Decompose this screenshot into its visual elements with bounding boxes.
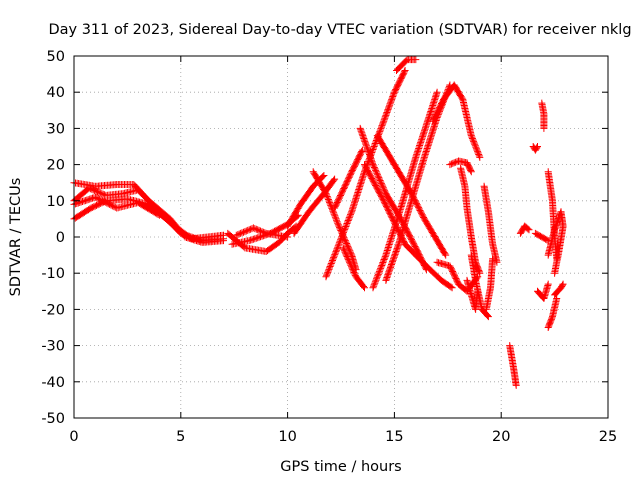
x-tick-label: 25 — [599, 429, 617, 445]
series-track-25 — [467, 251, 492, 321]
y-tick-label: 10 — [47, 194, 65, 210]
data-marker-track — [482, 255, 497, 313]
series-track-10 — [309, 168, 360, 274]
series-track-31 — [531, 229, 552, 245]
series-track-32 — [534, 280, 552, 302]
series-track-36 — [544, 208, 567, 277]
data-marker-track — [309, 168, 360, 274]
series-track-33 — [538, 99, 548, 132]
series-track-27 — [482, 255, 497, 313]
series-track-11 — [331, 146, 366, 212]
y-tick-label: 0 — [56, 230, 65, 246]
series-track-22 — [446, 157, 475, 176]
data-marker-track — [373, 132, 450, 259]
x-tick-label: 15 — [385, 429, 403, 445]
chart-title: Day 311 of 2023, Sidereal Day-to-day VTE… — [48, 22, 631, 38]
x-tick-label: 5 — [176, 429, 185, 445]
data-marker-track — [331, 146, 366, 212]
y-tick-label: 50 — [47, 49, 65, 65]
series-track-7 — [232, 224, 292, 241]
series-track-35 — [544, 295, 561, 331]
data-marker-track — [534, 280, 552, 302]
y-tick-label: 20 — [47, 158, 65, 174]
data-marker-track — [339, 244, 368, 292]
data-marker-track — [467, 251, 492, 321]
data-marker-track — [393, 56, 420, 74]
series-track-30 — [529, 143, 541, 154]
y-tick-label: -50 — [41, 411, 65, 427]
data-marker-track — [446, 157, 475, 176]
x-tick-label: 0 — [69, 429, 78, 445]
y-tick-label: 40 — [47, 85, 65, 101]
y-axis-label: SDTVAR / TECUs — [8, 178, 24, 297]
data-marker-track — [551, 280, 567, 299]
data-marker-track — [506, 342, 520, 389]
data-points — [70, 56, 567, 389]
series-track-37 — [551, 280, 567, 299]
data-marker-track — [516, 222, 533, 237]
y-tick-label: -30 — [41, 339, 65, 355]
series-track-19 — [393, 56, 420, 74]
data-marker-track — [480, 182, 501, 266]
x-axis-label: GPS time / hours — [280, 459, 401, 475]
series-track-28 — [506, 342, 520, 389]
series-track-26 — [480, 182, 501, 266]
y-tick-label: -40 — [41, 375, 65, 391]
series-track-13 — [339, 244, 368, 292]
data-marker-track — [531, 229, 552, 245]
series-track-15 — [369, 88, 441, 292]
data-marker-track — [529, 143, 541, 154]
axes: 0 5 10 15 20 25 -50 -40 -30 -20 -10 0 10 20 30 40 50 — [41, 49, 617, 445]
series-track-29 — [516, 222, 533, 237]
y-tick-label: -10 — [41, 266, 65, 282]
series-track-18 — [373, 132, 450, 259]
x-tick-label: 10 — [278, 429, 296, 445]
data-marker-track — [369, 88, 441, 292]
data-marker-track — [232, 224, 292, 241]
data-marker-track — [538, 99, 548, 132]
series-track-20 — [429, 81, 484, 161]
y-tick-label: -20 — [41, 302, 65, 318]
y-tick-label: 30 — [47, 121, 65, 137]
data-marker-track — [429, 81, 484, 161]
data-marker-track — [544, 208, 567, 277]
data-marker-track — [544, 295, 561, 331]
x-tick-label: 20 — [492, 429, 510, 445]
grid-lines — [74, 56, 608, 418]
